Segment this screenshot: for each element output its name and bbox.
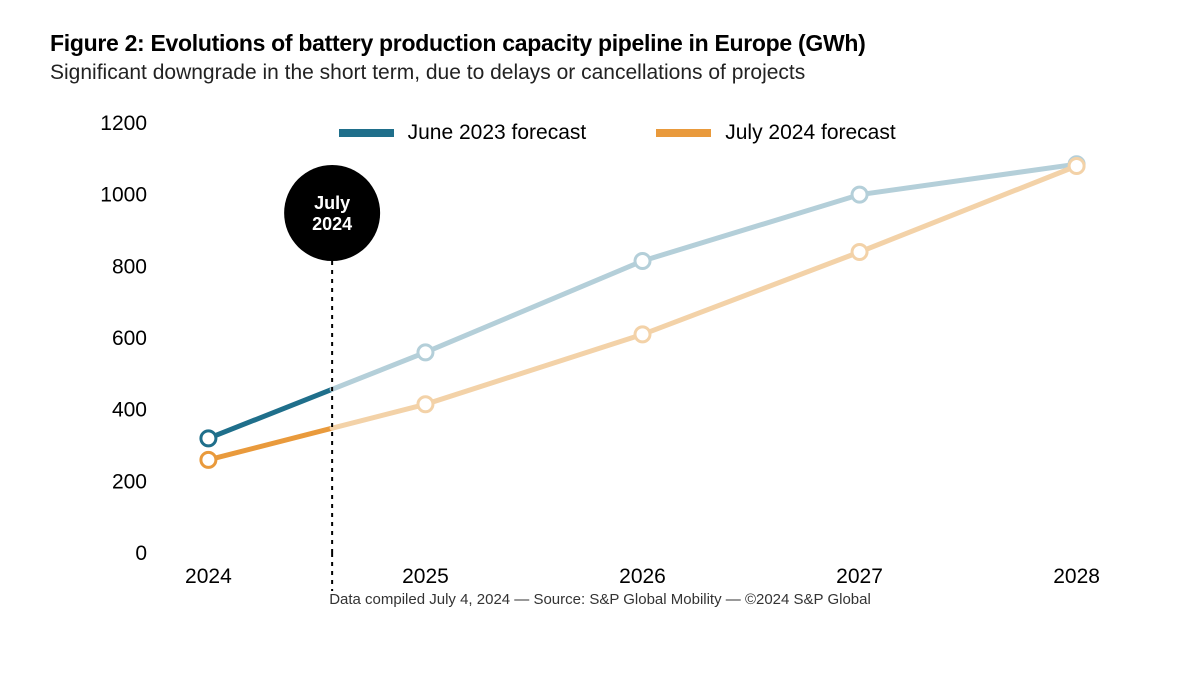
svg-text:0: 0 bbox=[135, 542, 147, 565]
figure-subtitle: Significant downgrade in the short term,… bbox=[50, 61, 1150, 85]
figure-container: Figure 2: Evolutions of battery producti… bbox=[0, 0, 1200, 676]
svg-text:200: 200 bbox=[112, 470, 147, 493]
svg-text:2025: 2025 bbox=[402, 565, 449, 588]
chart-svg: 0 200 400 600 800 1000 1200 2024 2025 2026 2027 202… bbox=[50, 103, 1150, 603]
svg-text:1000: 1000 bbox=[100, 184, 147, 207]
svg-text:2026: 2026 bbox=[619, 565, 666, 588]
svg-text:July: July bbox=[314, 193, 350, 213]
svg-text:2024: 2024 bbox=[185, 565, 232, 588]
svg-text:2028: 2028 bbox=[1053, 565, 1100, 588]
legend-swatch-series2 bbox=[656, 129, 711, 137]
legend-label-series2: July 2024 forecast bbox=[725, 121, 895, 145]
svg-text:1200: 1200 bbox=[100, 112, 147, 135]
svg-text:800: 800 bbox=[112, 255, 147, 278]
figure-title: Figure 2: Evolutions of battery producti… bbox=[50, 30, 1150, 57]
plot-area: 0200400600800100012002024202520262027202… bbox=[50, 103, 1150, 583]
legend-swatch-series1 bbox=[339, 129, 394, 137]
chart-legend: June 2023 forecast July 2024 forecast bbox=[339, 121, 896, 145]
legend-item-series1: June 2023 forecast bbox=[339, 121, 587, 145]
legend-label-series1: June 2023 forecast bbox=[408, 121, 587, 145]
svg-text:400: 400 bbox=[112, 399, 147, 422]
svg-text:2024: 2024 bbox=[312, 214, 352, 234]
svg-text:600: 600 bbox=[112, 327, 147, 350]
svg-text:2027: 2027 bbox=[836, 565, 883, 588]
legend-item-series2: July 2024 forecast bbox=[656, 121, 895, 145]
